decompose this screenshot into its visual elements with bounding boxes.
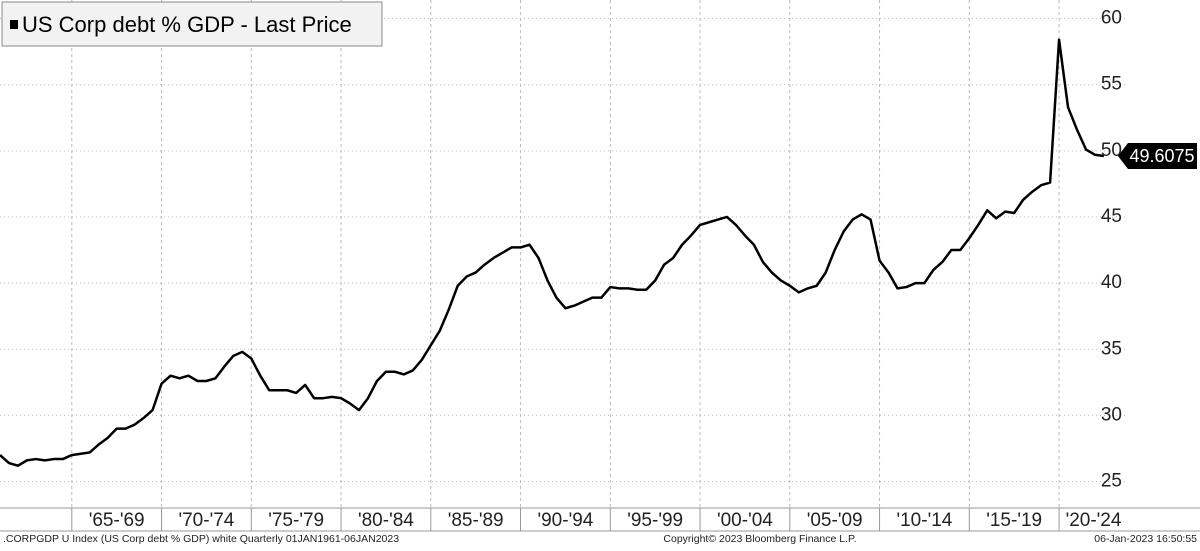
y-tick-label: 25 (1101, 471, 1122, 492)
y-tick-label: 55 (1101, 74, 1122, 95)
x-band-label: '05-'09 (807, 510, 863, 531)
chart-title: US Corp debt % GDP - Last Price (22, 12, 352, 37)
plot (0, 38, 1105, 467)
x-band-label: '75-'79 (268, 510, 324, 531)
x-band-label: '00-'04 (717, 510, 773, 531)
grid (0, 0, 1128, 508)
footer-center: Copyright© 2023 Bloomberg Finance L.P. (663, 533, 856, 545)
y-tick-label: 60 (1101, 8, 1122, 29)
footer-right: 06-Jan-2023 16:50:55 (1094, 533, 1197, 545)
x-band-label: '20-'24 (1066, 510, 1122, 531)
x-band-label: '85-'89 (448, 510, 504, 531)
x-band-label: '70-'74 (178, 510, 234, 531)
y-tick-label: 45 (1101, 206, 1122, 227)
y-tick-label: 35 (1101, 338, 1122, 359)
y-tick-label: 40 (1101, 272, 1122, 293)
x-band-label: '95-'99 (627, 510, 683, 531)
x-band-label: '65-'69 (89, 510, 145, 531)
legend-marker (10, 20, 18, 29)
x-band-label: '10-'14 (896, 510, 952, 531)
legend-box (1, 1, 383, 47)
x-band-label: '80-'84 (358, 510, 414, 531)
x-band-label: '90-'94 (537, 510, 593, 531)
footer-left: .CORPGDP U Index (US Corp debt % GDP) wh… (3, 533, 399, 545)
y-tick-label: 30 (1101, 404, 1122, 425)
data-line (0, 38, 1105, 467)
y-tick-label: 50 (1101, 140, 1122, 161)
last-value-badge (1118, 143, 1197, 170)
last-value-label: 49.6075 (1129, 146, 1194, 166)
x-band-label: '15-'19 (986, 510, 1042, 531)
